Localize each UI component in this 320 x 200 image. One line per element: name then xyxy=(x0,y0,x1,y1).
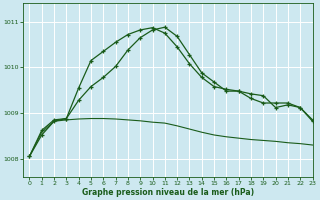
X-axis label: Graphe pression niveau de la mer (hPa): Graphe pression niveau de la mer (hPa) xyxy=(82,188,254,197)
